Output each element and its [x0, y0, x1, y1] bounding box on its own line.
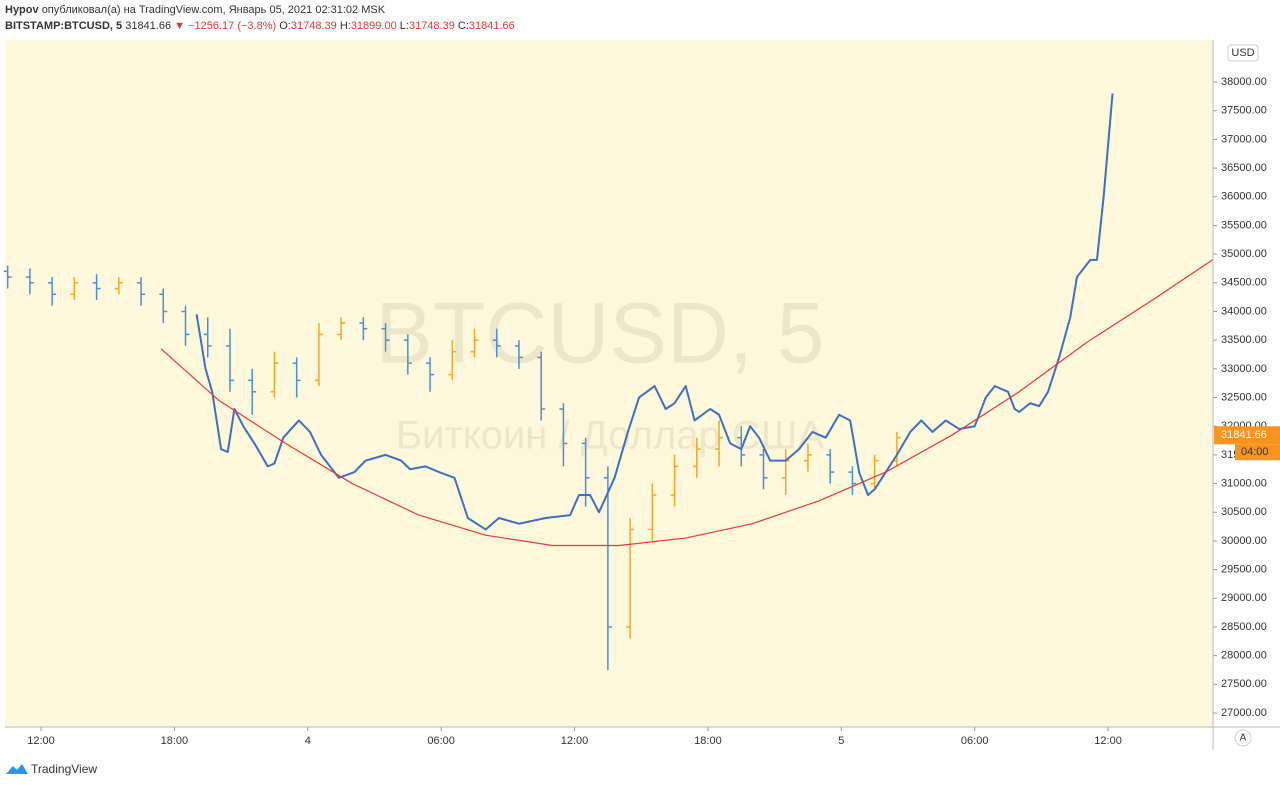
y-tick-label: 34500.00 — [1221, 277, 1267, 289]
header-line-2: BITSTAMP:BTCUSD, 5 31841.66 ▼ −1256.17 (… — [5, 20, 515, 32]
y-tick-label: 37500.00 — [1221, 105, 1267, 117]
y-tick-label: 28500.00 — [1221, 621, 1267, 633]
logo-icon — [6, 764, 28, 774]
x-tick-label: 12:00 — [27, 735, 55, 747]
countdown-box — [1235, 444, 1280, 461]
countdown: 04:00 — [1241, 446, 1269, 458]
c: 31841.66 — [469, 20, 515, 32]
o-label: O: — [279, 20, 291, 32]
price-label: 31841.66 — [1221, 429, 1267, 441]
scale-button[interactable] — [1234, 729, 1252, 747]
y-tick-label: 29000.00 — [1221, 592, 1267, 604]
y-tick-label: 35500.00 — [1221, 219, 1267, 231]
x-tick-label: 06:00 — [427, 735, 455, 747]
c-label: C: — [458, 20, 469, 32]
scale-button-label[interactable]: A — [1240, 733, 1247, 744]
y-tick-label: 30500.00 — [1221, 506, 1267, 518]
y-tick-label: 36500.00 — [1221, 162, 1267, 174]
y-tick-label: 31000.00 — [1221, 477, 1267, 489]
symbol: BITSTAMP:BTCUSD, 5 — [5, 20, 122, 32]
watermark: BTCUSD, 5 — [375, 286, 824, 382]
y-tick-label: 38000.00 — [1221, 76, 1267, 88]
y-tick-label: 27500.00 — [1221, 678, 1267, 690]
l-label: L: — [400, 20, 409, 32]
x-tick-label: 06:00 — [961, 735, 989, 747]
plot — [3, 93, 1213, 670]
change: ▼ −1256.17 (−3.8%) — [174, 20, 276, 32]
x-tick-label: 18:00 — [161, 735, 189, 747]
currency[interactable]: USD — [1231, 47, 1254, 59]
y-tick-label: 27000.00 — [1221, 707, 1267, 719]
y-tick-label: 33500.00 — [1221, 334, 1267, 346]
y-tick-label: 30000.00 — [1221, 535, 1267, 547]
x-tick-label: 12:00 — [1094, 735, 1122, 747]
y-tick-label: 33000.00 — [1221, 363, 1267, 375]
logo: TradingView — [31, 762, 97, 776]
price-label-box — [1214, 426, 1280, 445]
y-tick-label: 36000.00 — [1221, 191, 1267, 203]
watermark-sub: Биткоин / Доллар США — [396, 414, 825, 458]
axes: 27000.00 27500.00 28000.00 28500.00 29000.00… — [27, 76, 1280, 747]
y-tick-label: 34000.00 — [1221, 305, 1267, 317]
x-tick-label: 4 — [305, 735, 311, 747]
o: 31748.39 — [291, 20, 337, 32]
y-tick-label: 28000.00 — [1221, 650, 1267, 662]
plot-area — [5, 40, 1213, 727]
line — [195, 93, 1114, 531]
x-tick-label: 12:00 — [561, 735, 589, 747]
h: 31899.00 — [351, 20, 397, 32]
last: 31841.66 — [125, 20, 171, 32]
y-tick-label: 35000.00 — [1221, 248, 1267, 260]
header-line-1: Hypov опубликовал(а) на TradingView.com,… — [5, 4, 386, 16]
x-tick-label: 5 — [838, 735, 844, 747]
y-tick-label: 29500.00 — [1221, 564, 1267, 576]
y-tick-label: 37000.00 — [1221, 133, 1267, 145]
author: Hypov — [5, 4, 40, 16]
currency-box[interactable] — [1227, 44, 1259, 62]
h-label: H: — [340, 20, 351, 32]
l: 31748.39 — [409, 20, 455, 32]
curve — [160, 259, 1213, 547]
x-tick-label: 18:00 — [694, 735, 722, 747]
y-tick-label: 32500.00 — [1221, 391, 1267, 403]
published: опубликовал(а) на TradingView.com, Январ… — [42, 4, 386, 16]
